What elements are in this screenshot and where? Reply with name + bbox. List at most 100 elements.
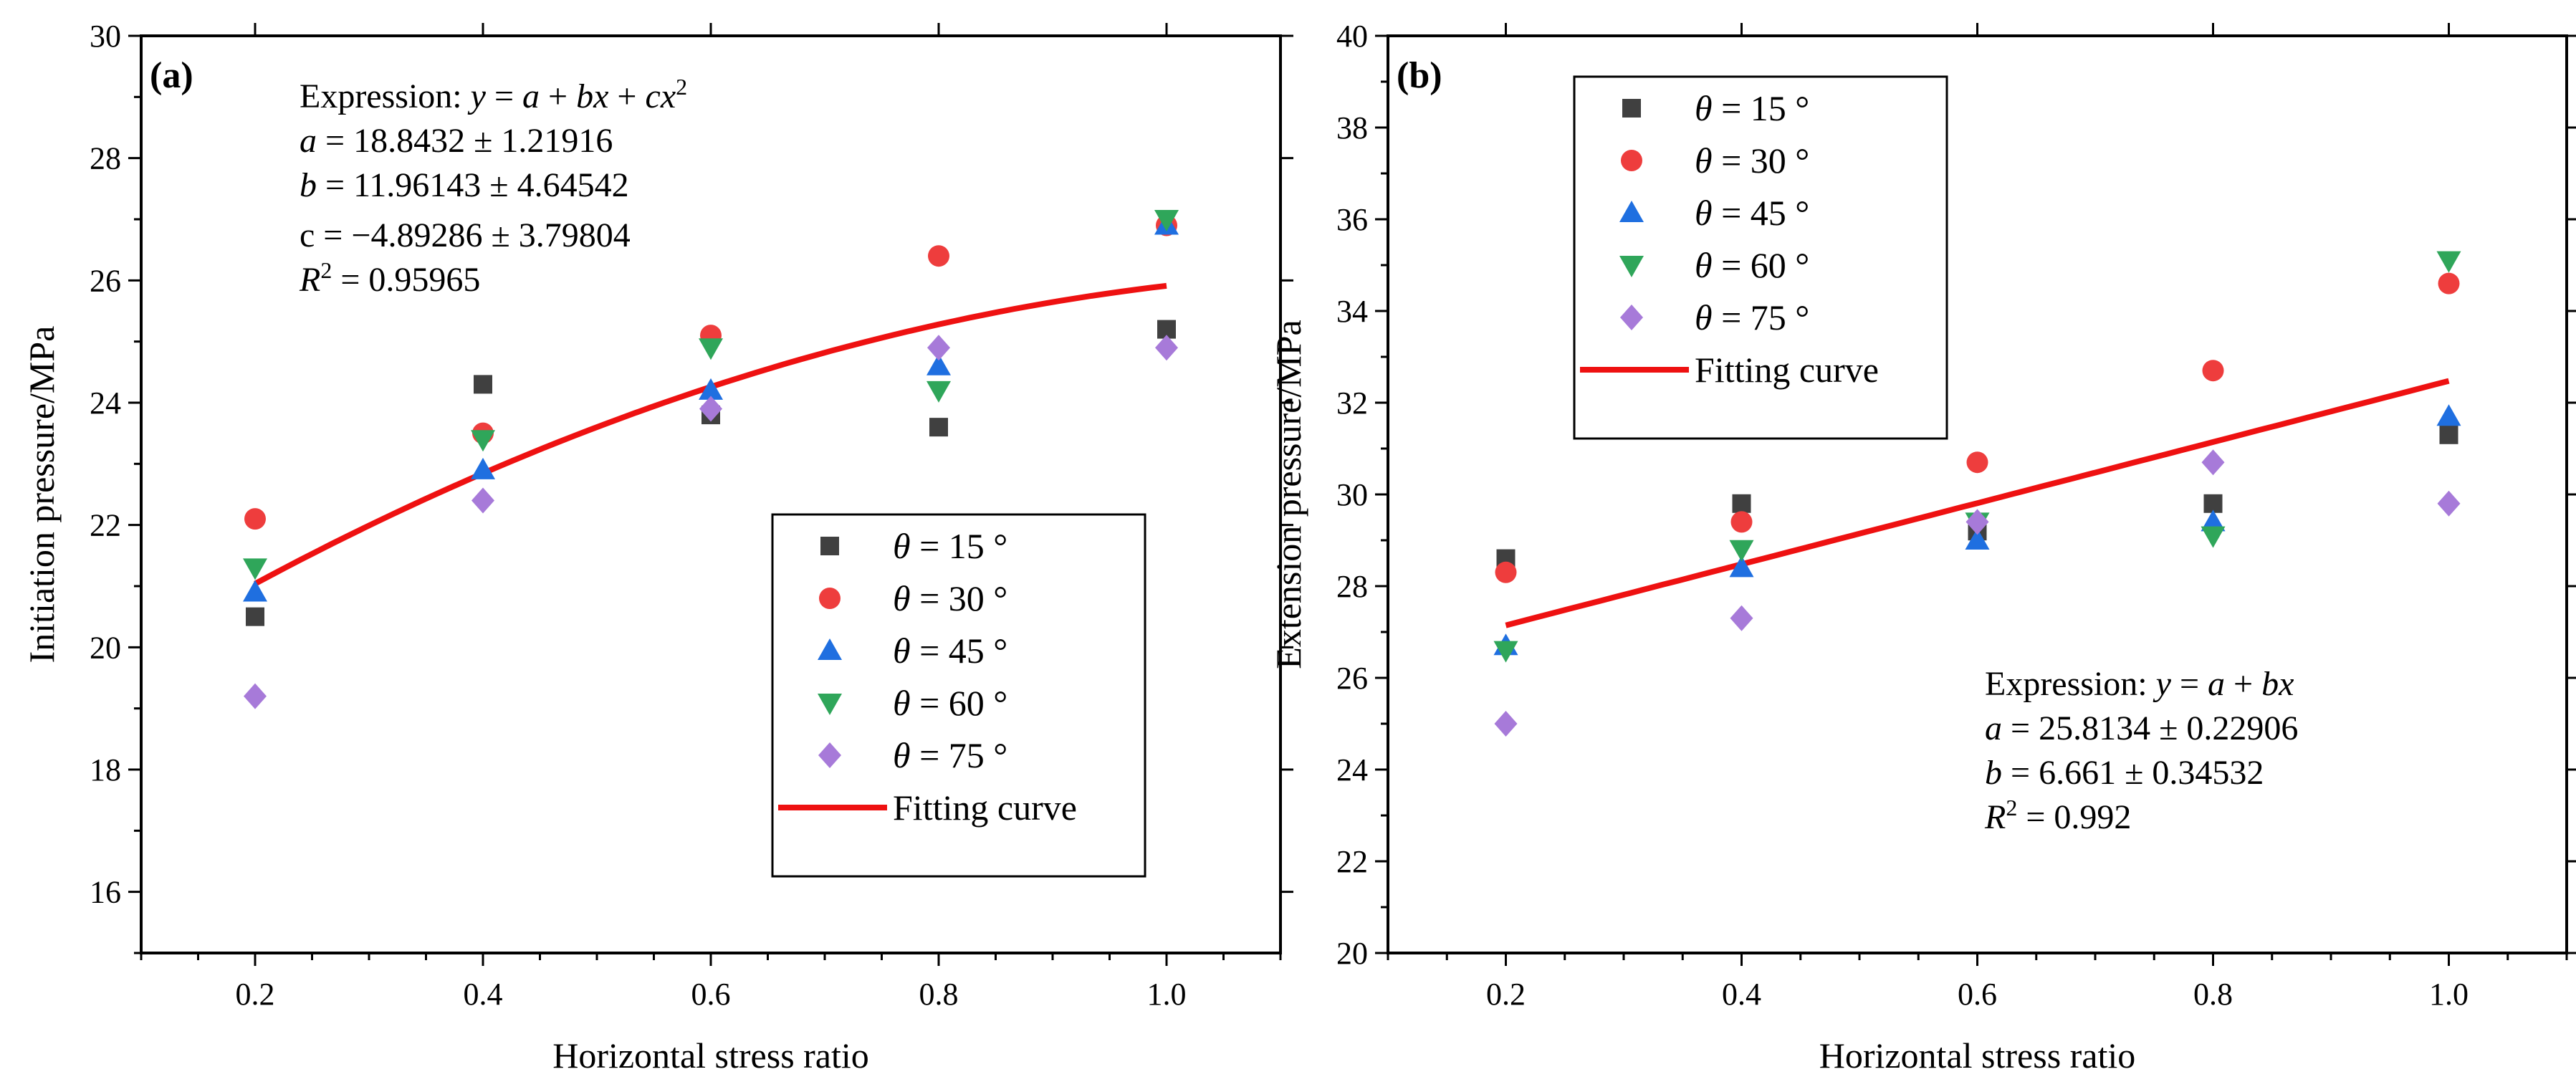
x-tick-label: 0.2 — [1486, 977, 1526, 1012]
x-tick-label: 1.0 — [2429, 977, 2469, 1012]
x-axis-title: Horizontal stress ratio — [1819, 1035, 2136, 1076]
data-point — [1494, 711, 1518, 737]
legend-fit-label: Fitting curve — [893, 787, 1077, 828]
data-point — [471, 457, 495, 479]
panel-label: (a) — [150, 55, 193, 96]
fit-annotation-line: a = 25.8134 ± 0.22906 — [1985, 709, 2298, 747]
legend-label: θ = 45 ° — [1695, 193, 1809, 233]
triangle-down-icon — [1619, 256, 1644, 277]
legend: θ = 15 ° θ = 30 ° θ = 45 ° θ = 60 ° θ = 75 °… — [1573, 75, 1948, 440]
data-point — [243, 558, 267, 580]
diamond-icon — [818, 742, 841, 768]
data-point — [244, 683, 267, 709]
fit-annotation-line: a = 18.8432 ± 1.21916 — [300, 122, 613, 160]
data-point — [1495, 561, 1517, 583]
y-axis-title: Extension pressure/MPa — [1268, 320, 1308, 669]
y-axis-title: Initiation pressure/MPa — [21, 326, 62, 664]
plot-frame — [1387, 34, 2568, 954]
fit-annotation-line: Expression: y = a + bx + cx2 — [300, 74, 687, 115]
legend-label: θ = 30 ° — [1695, 140, 1809, 181]
triangle-up-icon — [1619, 201, 1644, 222]
series-4 — [244, 335, 1178, 709]
panel-b: 0.2 0.4 0.6 0.8 1.0 20 22 24 26 28 30 32 34 36 38 40 Hor… — [1268, 19, 2576, 1076]
fit-annotation-line: b = 6.661 ± 0.34532 — [1985, 754, 2264, 792]
y-tick-label: 20 — [1336, 936, 1368, 971]
data-point — [1966, 451, 1988, 474]
circle-icon — [819, 588, 841, 609]
fitting-curve — [1505, 378, 2450, 628]
data-point — [471, 430, 495, 452]
data-point — [929, 418, 948, 437]
data-point — [2201, 449, 2225, 476]
y-tick-label: 38 — [1336, 110, 1368, 145]
y-tick-label: 16 — [90, 875, 121, 910]
y-tick-label: 20 — [90, 630, 121, 665]
x-tick-label: 0.4 — [464, 977, 503, 1012]
data-point — [927, 353, 951, 375]
fit-annotation-line: R2 = 0.95965 — [299, 257, 480, 299]
legend-label: θ = 30 ° — [893, 578, 1007, 618]
data-point — [1730, 605, 1753, 631]
data-point — [2202, 360, 2224, 382]
data-point — [246, 607, 264, 626]
series-4 — [1494, 449, 2461, 737]
y-tick-label: 30 — [90, 19, 121, 54]
y-tick-label: 30 — [1336, 477, 1368, 512]
y-tick-label: 22 — [1336, 844, 1368, 879]
x-tick-label: 0.6 — [691, 977, 731, 1012]
y-tick-label: 36 — [1336, 202, 1368, 237]
data-point — [699, 396, 722, 422]
data-point — [2437, 490, 2461, 517]
data-point — [699, 338, 723, 360]
y-tick-label: 26 — [1336, 661, 1368, 696]
legend-label: θ = 60 ° — [1695, 245, 1809, 285]
data-point — [927, 380, 951, 403]
fit-annotation-line: Expression: y = a + bx — [1985, 665, 2294, 703]
y-tick-label: 34 — [1336, 294, 1368, 329]
diamond-icon — [1620, 305, 1643, 330]
data-point — [2438, 272, 2460, 295]
data-point — [2436, 251, 2461, 273]
data-point — [1732, 494, 1751, 513]
legend-label: θ = 75 ° — [893, 735, 1007, 775]
y-tick-label: 18 — [90, 752, 121, 787]
data-point — [1729, 555, 1754, 578]
fit-annotation-line: b = 11.96143 ± 4.64542 — [300, 166, 629, 204]
legend-label: θ = 15 ° — [893, 526, 1007, 566]
x-tick-label: 1.0 — [1147, 977, 1187, 1012]
legend: θ = 15 ° θ = 30 ° θ = 45 ° θ = 60 ° θ = 75 °… — [771, 513, 1146, 878]
fit-annotation-line: c = −4.89286 ± 3.79804 — [300, 216, 631, 254]
data-point — [471, 487, 494, 514]
y-tick-label: 28 — [90, 141, 121, 176]
data-point — [927, 335, 950, 361]
y-tick-label: 28 — [1336, 569, 1368, 604]
y-tick-label: 24 — [90, 386, 121, 421]
y-tick-label: 32 — [1336, 386, 1368, 421]
data-point — [1730, 511, 1753, 533]
legend-label: θ = 60 ° — [893, 683, 1007, 723]
legend-label: θ = 15 ° — [1695, 88, 1809, 128]
circle-icon — [1621, 150, 1642, 171]
data-point — [2439, 425, 2458, 444]
legend-fit-label: Fitting curve — [1695, 350, 1879, 390]
data-point — [243, 580, 267, 602]
panel-a: 0.2 0.4 0.6 0.8 1.0 16 18 20 22 24 26 28 30 Horizonta… — [21, 19, 1293, 1076]
data-point — [2201, 509, 2226, 532]
triangle-down-icon — [818, 694, 842, 715]
data-point — [1729, 540, 1754, 562]
x-tick-label: 0.8 — [919, 977, 959, 1012]
fit-annotation-line: R2 = 0.992 — [1984, 795, 2131, 836]
x-tick-label: 0.8 — [2193, 977, 2233, 1012]
x-tick-label: 0.2 — [236, 977, 275, 1012]
legend-label: θ = 45 ° — [893, 631, 1007, 671]
square-icon — [1622, 99, 1641, 118]
data-point — [699, 378, 723, 400]
y-tick-label: 24 — [1336, 752, 1368, 787]
data-point — [1155, 335, 1178, 361]
x-axis-title: Horizontal stress ratio — [552, 1035, 869, 1076]
data-point — [1493, 641, 1518, 663]
y-tick-label: 40 — [1336, 19, 1368, 54]
data-point — [2436, 404, 2461, 426]
x-tick-label: 0.6 — [1958, 977, 1997, 1012]
